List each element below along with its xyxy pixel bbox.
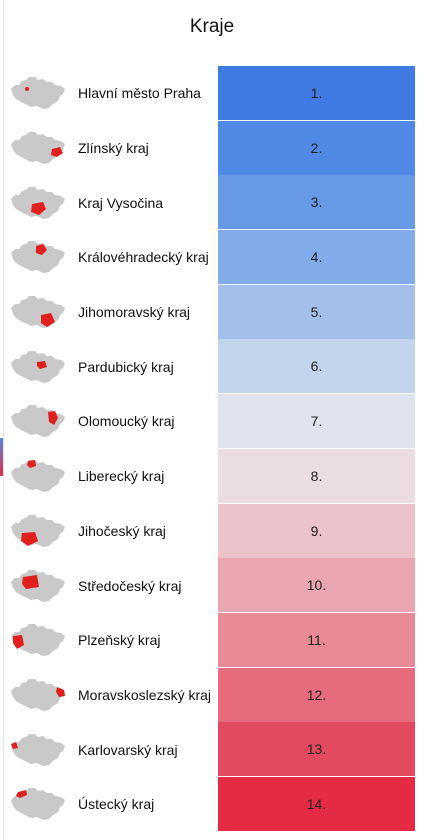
rank-cell: 6.	[218, 339, 415, 394]
region-name: Pardubický kraj	[78, 358, 174, 375]
rank-value: 2.	[310, 139, 323, 156]
region-name: Hlavní město Praha	[78, 85, 201, 102]
czech-map-ustecky-icon	[10, 786, 66, 822]
region-name: Kraj Vysočina	[78, 194, 164, 211]
rank-cell: 11.	[218, 612, 415, 667]
czech-map-plzensky-icon	[10, 622, 66, 658]
rank-value: 3.	[310, 194, 323, 211]
region-row: Zlínský kraj 2.	[10, 120, 415, 176]
rank-cell: 4.	[218, 230, 415, 285]
region-row: Kraj Vysočina 3.	[10, 175, 415, 230]
region-name: Zlínský kraj	[78, 140, 149, 157]
region-row: Jihomoravský kraj 5.	[10, 284, 415, 340]
left-border	[3, 0, 4, 840]
region-name: Liberecký kraj	[78, 468, 165, 485]
region-name: Středočeský kraj	[78, 577, 182, 594]
region-row: Ústecký kraj 14.	[10, 776, 415, 832]
rank-value: 13.	[306, 741, 327, 758]
region-name: Karlovarský kraj	[78, 741, 178, 758]
region-row: Jihočeský kraj 9.	[10, 503, 415, 559]
region-row: Plzeňský kraj 11.	[10, 612, 415, 668]
rank-value: 4.	[310, 249, 323, 266]
rank-value: 8.	[310, 467, 323, 484]
rank-cell: 13.	[218, 722, 415, 777]
region-row: Olomoucký kraj 7.	[10, 394, 415, 449]
region-row: Liberecký kraj 8.	[10, 448, 415, 504]
czech-map-zlinsky-icon	[10, 130, 66, 166]
rank-value: 9.	[310, 522, 323, 539]
czech-map-liberecky-icon	[10, 458, 66, 494]
rank-cell: 12.	[218, 667, 415, 722]
rank-value: 1.	[310, 85, 323, 101]
region-name: Jihomoravský kraj	[78, 304, 191, 321]
czech-map-moravskoslezsky-icon	[10, 677, 66, 713]
rank-value: 12.	[306, 686, 327, 703]
scroll-edge-marker[interactable]	[0, 438, 3, 476]
region-ranking-list: Hlavní město Praha 1. Zlínský kraj 2. Kraj V…	[10, 66, 415, 832]
region-row: Pardubický kraj 6.	[10, 339, 415, 394]
rank-value: 14.	[306, 795, 327, 812]
page-title: Kraje	[189, 16, 235, 37]
rank-value: 10.	[306, 577, 327, 594]
czech-map-olomoucky-icon	[10, 403, 66, 439]
czech-map-jihomoravsky-icon	[10, 294, 66, 330]
rank-value: 7.	[310, 413, 323, 430]
region-row: Středočeský kraj 10.	[10, 558, 415, 613]
rank-cell: 10.	[218, 558, 415, 613]
region-name: Královéhradecký kraj	[78, 249, 209, 266]
region-name: Ústecký kraj	[78, 796, 155, 813]
czech-map-stredocesky-icon	[10, 568, 66, 604]
czech-map-karlovarsky-icon	[10, 732, 66, 768]
czech-map-kralovehradecky-icon	[10, 239, 66, 275]
rank-cell: 5.	[218, 284, 415, 339]
czech-map-praha-icon	[10, 75, 66, 111]
region-name: Jihočeský kraj	[78, 522, 166, 539]
rank-cell: 2.	[218, 120, 415, 175]
region-row: Královéhradecký kraj 4.	[10, 230, 415, 285]
rank-value: 11.	[307, 631, 326, 648]
region-row: Hlavní město Praha 1.	[10, 66, 415, 121]
rank-value: 6.	[310, 358, 323, 375]
rank-cell: 7.	[218, 394, 415, 449]
region-row: Moravskoslezský kraj 12.	[10, 667, 415, 723]
region-name: Moravskoslezský kraj	[78, 686, 212, 703]
czech-map-jihocesky-icon	[10, 513, 66, 549]
czech-map-pardubicky-icon	[10, 349, 66, 385]
region-name: Olomoucký kraj	[78, 413, 175, 430]
rank-cell: 3.	[218, 175, 415, 230]
rank-cell: 8.	[218, 448, 415, 503]
rank-cell: 14.	[218, 776, 415, 831]
rank-value: 5.	[310, 303, 323, 320]
rank-cell: 9.	[218, 503, 415, 558]
region-name: Plzeňský kraj	[78, 632, 161, 649]
rank-cell: 1.	[218, 66, 415, 120]
region-row: Karlovarský kraj 13.	[10, 722, 415, 777]
czech-map-vysocina-icon	[10, 185, 66, 221]
